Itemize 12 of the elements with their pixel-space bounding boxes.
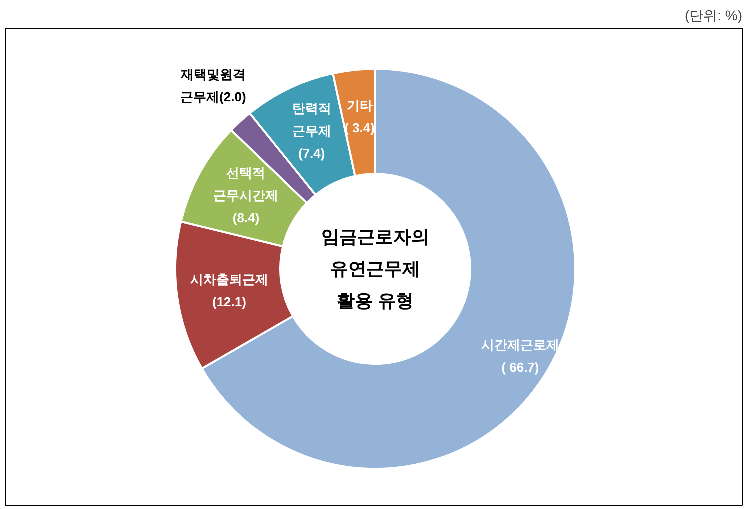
slice-label: 시차출퇴근제: [190, 272, 268, 287]
slice-label: 탄력적 근무제: [292, 101, 332, 139]
text: (단위: %): [684, 8, 743, 24]
data-label: (8.4): [232, 210, 260, 226]
slice-label: 재택및원격 근무제(2.0): [180, 66, 246, 104]
data-label: ( 66.7): [502, 360, 540, 375]
text: 임금근로자의 유연근무제 활용 유형: [322, 227, 430, 312]
data-label: (12.1): [212, 294, 246, 310]
slice-label: 시간제근로제: [481, 337, 560, 352]
slice-label: 선택적 근무시간제: [214, 165, 279, 203]
data-label: (7.4): [298, 146, 326, 162]
slice-label: 기타: [346, 98, 373, 114]
